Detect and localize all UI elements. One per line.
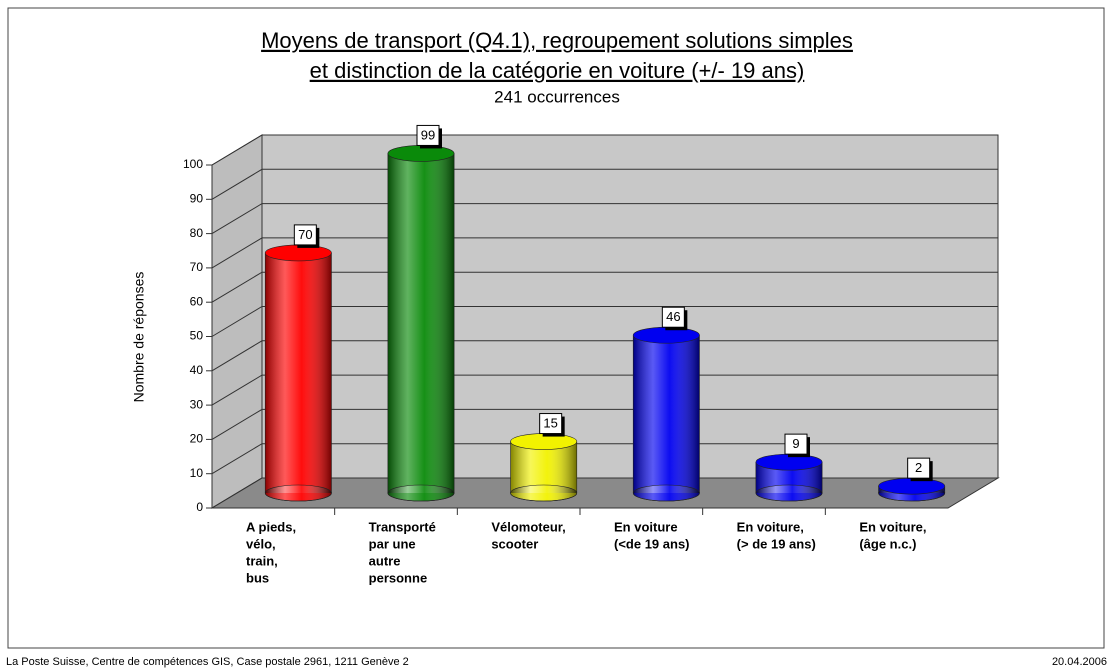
value-label-box xyxy=(416,124,440,146)
bar-shade xyxy=(265,252,332,493)
chart-title: Moyens de transport (Q4.1), regroupement… xyxy=(261,28,853,53)
bar-base-shade xyxy=(264,484,332,502)
y-axis-label: Nombre de réponses xyxy=(131,272,147,403)
y-tick-label: 20 xyxy=(190,432,204,446)
value-label: 70 xyxy=(298,227,312,242)
value-label-box xyxy=(661,306,685,328)
y-tick-label: 60 xyxy=(190,294,204,308)
grid-line xyxy=(211,237,998,269)
y-tick-label: 50 xyxy=(190,329,204,343)
grid-line xyxy=(211,477,998,509)
y-tick-label: 70 xyxy=(190,260,204,274)
x-tick-label: scooter xyxy=(491,536,538,551)
y-tick-label: 30 xyxy=(190,397,204,411)
chart-subtitle: 241 occurrences xyxy=(494,87,620,106)
bar-shade xyxy=(510,441,577,493)
x-tick-label: En voiture, xyxy=(737,519,804,534)
y-tick-label: 10 xyxy=(190,466,204,480)
x-tick-label: Vélomoteur, xyxy=(491,519,565,534)
x-tick-label: par une xyxy=(369,536,416,551)
grid-line xyxy=(211,443,998,475)
bar-shade xyxy=(387,153,455,493)
value-label: 46 xyxy=(666,309,680,324)
chart-title: et distinction de la catégorie en voitur… xyxy=(310,58,805,83)
x-tick-label: train, xyxy=(246,553,278,568)
x-tick-label: En voiture xyxy=(614,519,678,534)
x-tick-label: personne xyxy=(369,570,428,585)
x-tick-label: bus xyxy=(246,570,269,585)
value-label-box xyxy=(539,413,563,435)
grid-line xyxy=(211,134,998,166)
x-tick-label: (> de 19 ans) xyxy=(737,536,816,551)
x-tick-label: Transporté xyxy=(369,519,436,534)
value-label: 2 xyxy=(915,460,922,475)
x-tick-label: autre xyxy=(369,553,401,568)
value-label: 99 xyxy=(421,127,435,142)
grid-line xyxy=(211,340,998,372)
x-tick-label: (<de 19 ans) xyxy=(614,536,690,551)
grid-line xyxy=(211,168,998,200)
grid-line xyxy=(211,374,998,406)
bar-base-shade xyxy=(387,484,455,502)
x-tick-label: vélo, xyxy=(246,536,276,551)
footer-right: 20.04.2006 xyxy=(1052,656,1107,668)
value-label-box xyxy=(907,457,931,479)
grid-line xyxy=(211,203,998,235)
x-tick-label: A pieds, xyxy=(246,519,296,534)
y-tick-label: 90 xyxy=(190,191,204,205)
bar-base-shade xyxy=(632,484,700,502)
value-label-box xyxy=(784,433,808,455)
value-label: 15 xyxy=(543,415,557,430)
value-label: 9 xyxy=(792,436,799,451)
bar-base-shade xyxy=(755,484,823,502)
y-tick-label: 0 xyxy=(196,500,203,514)
value-label-box xyxy=(293,224,317,246)
y-tick-label: 80 xyxy=(190,226,204,240)
grid-line xyxy=(211,306,998,337)
y-tick-label: 100 xyxy=(183,157,203,171)
x-tick-label: En voiture, xyxy=(859,519,926,534)
bar-shade xyxy=(633,335,700,493)
y-tick-label: 40 xyxy=(190,363,204,377)
footer-left: La Poste Suisse, Centre de compétences G… xyxy=(6,656,409,668)
bar-base-shade xyxy=(510,484,578,502)
grid-line xyxy=(211,271,998,303)
grid-line xyxy=(211,408,998,440)
x-tick-label: (âge n.c.) xyxy=(859,536,916,551)
